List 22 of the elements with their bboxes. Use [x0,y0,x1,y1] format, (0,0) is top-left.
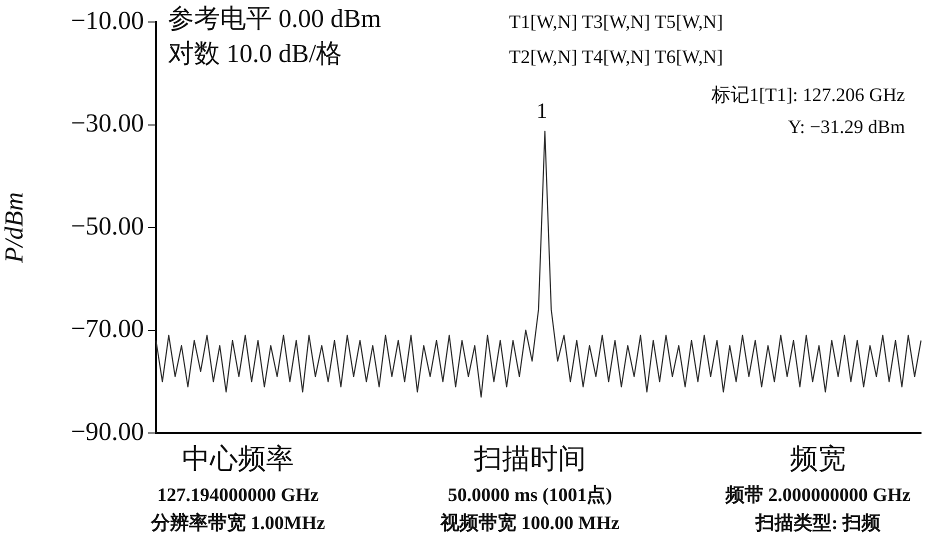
annotation: Y: −31.29 dBm [788,117,905,138]
text: 视频带宽 100.00 MHz [440,513,620,534]
y-tick-label: −10.00 [70,6,144,35]
text: 中心频率 [182,444,294,475]
text: 50.0000 ms (1001点) [448,485,612,506]
annotation: 对数 10.0 dB/格 [168,39,342,68]
y-tick-label: −70.00 [70,314,144,344]
text: 频带 2.000000000 GHz [725,485,911,506]
annotation: T1[W,N] T3[W,N] T5[W,N] [509,12,724,33]
text: 扫描时间 [474,444,586,475]
text: 扫描类型: 扫频 [755,513,881,534]
text: 频宽 [790,444,846,475]
text: 127.194000000 GHz [157,485,319,506]
y-tick-label: −30.00 [70,108,144,138]
text: 分辨率带宽 1.00MHz [150,513,326,534]
y-tick-label: −90.00 [70,416,144,446]
y-tick-label: −50.00 [70,211,144,240]
y-axis-title: P/dBm [0,192,28,264]
annotation: 1 [536,98,548,124]
annotation: 参考电平 0.00 dBm [168,4,382,33]
annotation: 标记1[T1]: 127.206 GHz [711,85,905,106]
annotation: T2[W,N] T4[W,N] T6[W,N] [509,47,724,68]
